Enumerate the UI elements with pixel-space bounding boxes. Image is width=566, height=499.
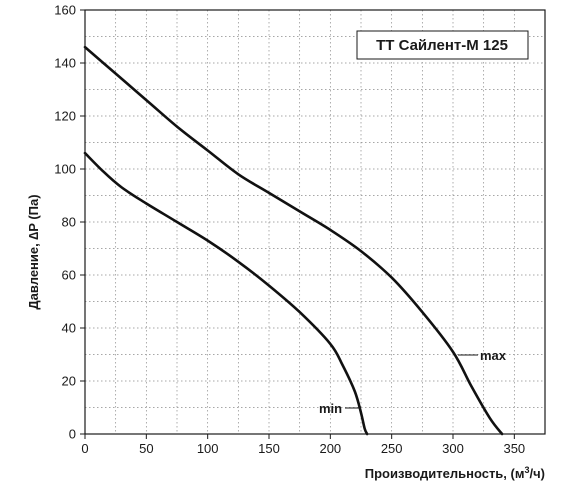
series-line-min bbox=[83, 151, 369, 436]
y-tick-label: 80 bbox=[62, 215, 76, 230]
x-tick-label: 100 bbox=[197, 441, 219, 456]
y-tick-label: 20 bbox=[62, 374, 76, 389]
y-axis-title: Давление, ∆P (Па) bbox=[26, 194, 41, 309]
series-label-max-text: max bbox=[480, 348, 507, 363]
y-tick-label: 60 bbox=[62, 268, 76, 283]
x-tick-label: 150 bbox=[258, 441, 280, 456]
chart-title-box bbox=[356, 30, 529, 60]
x-axis-ticks: 0 50 100 150 200 250 300 350 bbox=[81, 434, 525, 456]
y-tick-label: 40 bbox=[62, 321, 76, 336]
x-axis-title-sup: 3 bbox=[524, 465, 529, 475]
y-tick-label: 120 bbox=[54, 109, 76, 124]
x-tick-label: 200 bbox=[319, 441, 341, 456]
y-tick-label: 160 bbox=[54, 3, 76, 18]
series-label-max: max bbox=[458, 348, 507, 363]
series-label-min: min bbox=[319, 401, 361, 416]
x-tick-label: 0 bbox=[81, 441, 88, 456]
y-axis-ticks: 0 20 40 60 80 100 120 140 160 bbox=[54, 3, 85, 442]
x-tick-label: 350 bbox=[503, 441, 525, 456]
grid bbox=[85, 10, 545, 434]
series-lines bbox=[83, 45, 504, 436]
y-tick-label: 0 bbox=[69, 427, 76, 442]
x-axis-title-tail: /ч) bbox=[530, 466, 546, 481]
x-tick-label: 50 bbox=[139, 441, 153, 456]
y-tick-label: 140 bbox=[54, 56, 76, 71]
x-tick-label: 250 bbox=[381, 441, 403, 456]
x-axis-title: Производительность, (м3/ч) bbox=[365, 465, 545, 481]
x-axis-title-main: Производительность, (м bbox=[365, 466, 525, 481]
series-line-max bbox=[83, 45, 504, 436]
plot-frame bbox=[84, 9, 546, 435]
y-tick-label: 100 bbox=[54, 162, 76, 177]
series-label-min-text: min bbox=[319, 401, 342, 416]
x-tick-label: 300 bbox=[442, 441, 464, 456]
chart-title: ТТ Сайлент-М 125 bbox=[376, 37, 508, 54]
